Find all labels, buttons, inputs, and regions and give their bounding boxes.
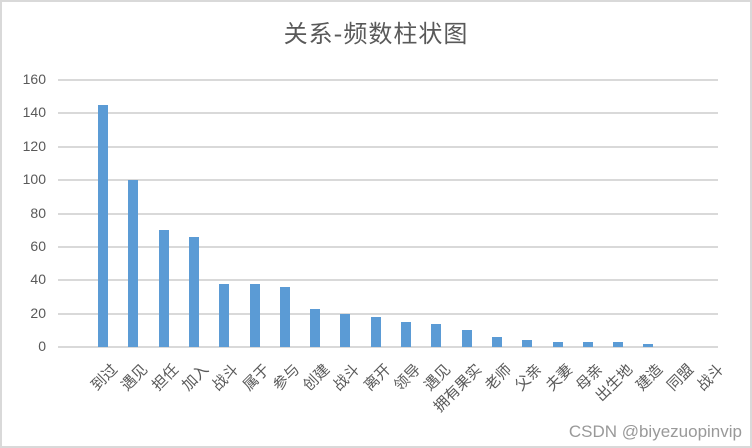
- bar: [582, 341, 593, 347]
- bar: [401, 321, 411, 347]
- x-tick-label: 父亲: [511, 360, 546, 395]
- bar: [158, 230, 169, 347]
- x-tick-label: 加入: [178, 360, 213, 395]
- gridline: [58, 212, 718, 215]
- x-tick-label: 担任: [147, 360, 182, 395]
- x-tick-label: 夫妻: [541, 360, 576, 395]
- bar: [370, 316, 381, 347]
- bar: [643, 343, 654, 347]
- bar: [461, 330, 472, 347]
- bar: [310, 308, 321, 347]
- y-tick-label: 60: [30, 237, 46, 254]
- gridline: [58, 279, 718, 282]
- bar: [522, 340, 533, 347]
- x-tick-label: 到过: [87, 360, 122, 395]
- x-tick-label: 建造: [632, 360, 667, 395]
- y-tick-label: 160: [22, 71, 46, 87]
- gridline: [58, 112, 718, 115]
- bar: [613, 341, 624, 347]
- x-tick-label: 参与: [269, 360, 303, 395]
- x-tick-label: 创建: [299, 360, 334, 395]
- gridline: [58, 179, 718, 182]
- bar: [491, 336, 502, 347]
- x-tick-label: 同盟: [662, 360, 697, 395]
- bar: [340, 313, 351, 347]
- x-tick-label: 老师: [481, 360, 516, 395]
- x-tick-label: 领导: [390, 360, 425, 395]
- x-tick-label: 战斗: [329, 360, 364, 395]
- x-tick-label: 离开: [359, 360, 394, 395]
- x-tick-label: 战斗: [693, 360, 728, 395]
- x-tick-label: 遇见: [117, 360, 152, 395]
- gridline: [58, 312, 718, 315]
- x-tick-label: 属于: [238, 360, 273, 395]
- gridline: [58, 346, 718, 348]
- gridline: [58, 79, 718, 81]
- gridline: [58, 245, 718, 248]
- y-tick-label: 120: [22, 137, 46, 154]
- bar: [249, 283, 260, 347]
- bar: [128, 180, 139, 347]
- y-tick-label: 0: [38, 338, 46, 354]
- bar: [552, 341, 563, 347]
- bar: [279, 286, 290, 347]
- y-tick-label: 80: [30, 204, 46, 221]
- y-tick-label: 100: [22, 171, 46, 188]
- y-tick-label: 140: [22, 104, 46, 121]
- gridline: [58, 145, 718, 148]
- chart-title: 关系-频数柱状图: [283, 20, 469, 48]
- bar: [188, 236, 199, 347]
- bar: [431, 323, 442, 347]
- y-tick-label: 20: [30, 304, 46, 321]
- watermark: CSDN @biyezuopinvip: [568, 422, 742, 441]
- bar: [98, 105, 108, 347]
- y-tick-label: 40: [30, 271, 46, 288]
- bar: [219, 283, 230, 347]
- x-tick-label: 战斗: [208, 360, 243, 395]
